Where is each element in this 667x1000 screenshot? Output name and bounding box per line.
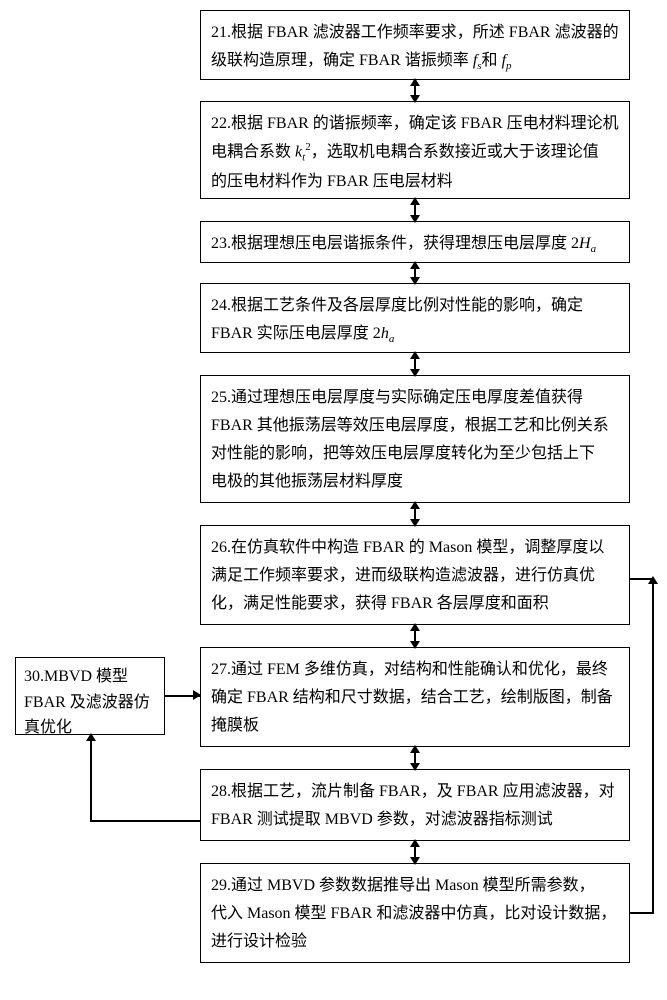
- step-24: 24.根据工艺条件及各层厚度比例对性能的影响，确定 FBAR 实际压电层厚度 2…: [200, 283, 630, 353]
- step-num: 29.: [211, 877, 231, 894]
- connector-23-24: [414, 263, 416, 283]
- arrow-right-icon: [193, 690, 201, 700]
- feedback-left-h1: [90, 820, 200, 822]
- arrow-up-icon: [648, 576, 658, 584]
- feedback-right-v: [652, 578, 654, 914]
- step-29: 29.通过 MBVD 参数数据推导出 Mason 模型所需参数， 代入 Maso…: [200, 863, 630, 963]
- step-num: 28.: [211, 783, 231, 800]
- connector-28-29: [414, 841, 416, 863]
- step-30: 30.MBVD 模型 FBAR 及滤波器仿 真优化: [15, 657, 165, 735]
- step-27: 27.通过 FEM 多维仿真，对结构和性能确认和优化，最终 确定 FBAR 结构…: [200, 647, 630, 747]
- step-num: 27.: [211, 661, 231, 678]
- step-num: 23.: [211, 235, 231, 252]
- step-28: 28.根据工艺，流片制备 FBAR，及 FBAR 应用滤波器，对 FBAR 测试…: [200, 769, 630, 841]
- connector-22-23: [414, 199, 416, 221]
- feedback-left-v: [90, 735, 92, 822]
- step-num: 22.: [211, 115, 231, 132]
- feedback-right-h1: [630, 912, 654, 914]
- step-26: 26.在仿真软件中构造 FBAR 的 Mason 模型，调整厚度以 满足工作频率…: [200, 525, 630, 625]
- step-25: 25.通过理想压电层厚度与实际确定压电厚度差值获得 FBAR 其他振荡层等效压电…: [200, 375, 630, 503]
- step-23: 23.根据理想压电层谐振条件，获得理想压电层厚度 2Ha: [200, 221, 630, 263]
- arrow-up-icon: [86, 733, 96, 741]
- connector-24-25: [414, 353, 416, 375]
- step-num: 24.: [211, 297, 231, 314]
- step-num: 26.: [211, 539, 231, 556]
- step-num: 21.: [211, 24, 231, 41]
- step-num: 25.: [211, 389, 231, 406]
- connector-26-27: [414, 625, 416, 647]
- step-22: 22.根据 FBAR 的谐振频率，确定该 FBAR 压电材料理论机 电耦合系数 …: [200, 101, 630, 199]
- connector-21-22: [414, 80, 416, 101]
- step-21: 21.根据 FBAR 滤波器工作频率要求，所述 FBAR 滤波器的 级联构造原理…: [200, 10, 630, 80]
- connector-27-28: [414, 747, 416, 769]
- connector-25-26: [414, 503, 416, 525]
- step-num: 30.: [24, 668, 44, 685]
